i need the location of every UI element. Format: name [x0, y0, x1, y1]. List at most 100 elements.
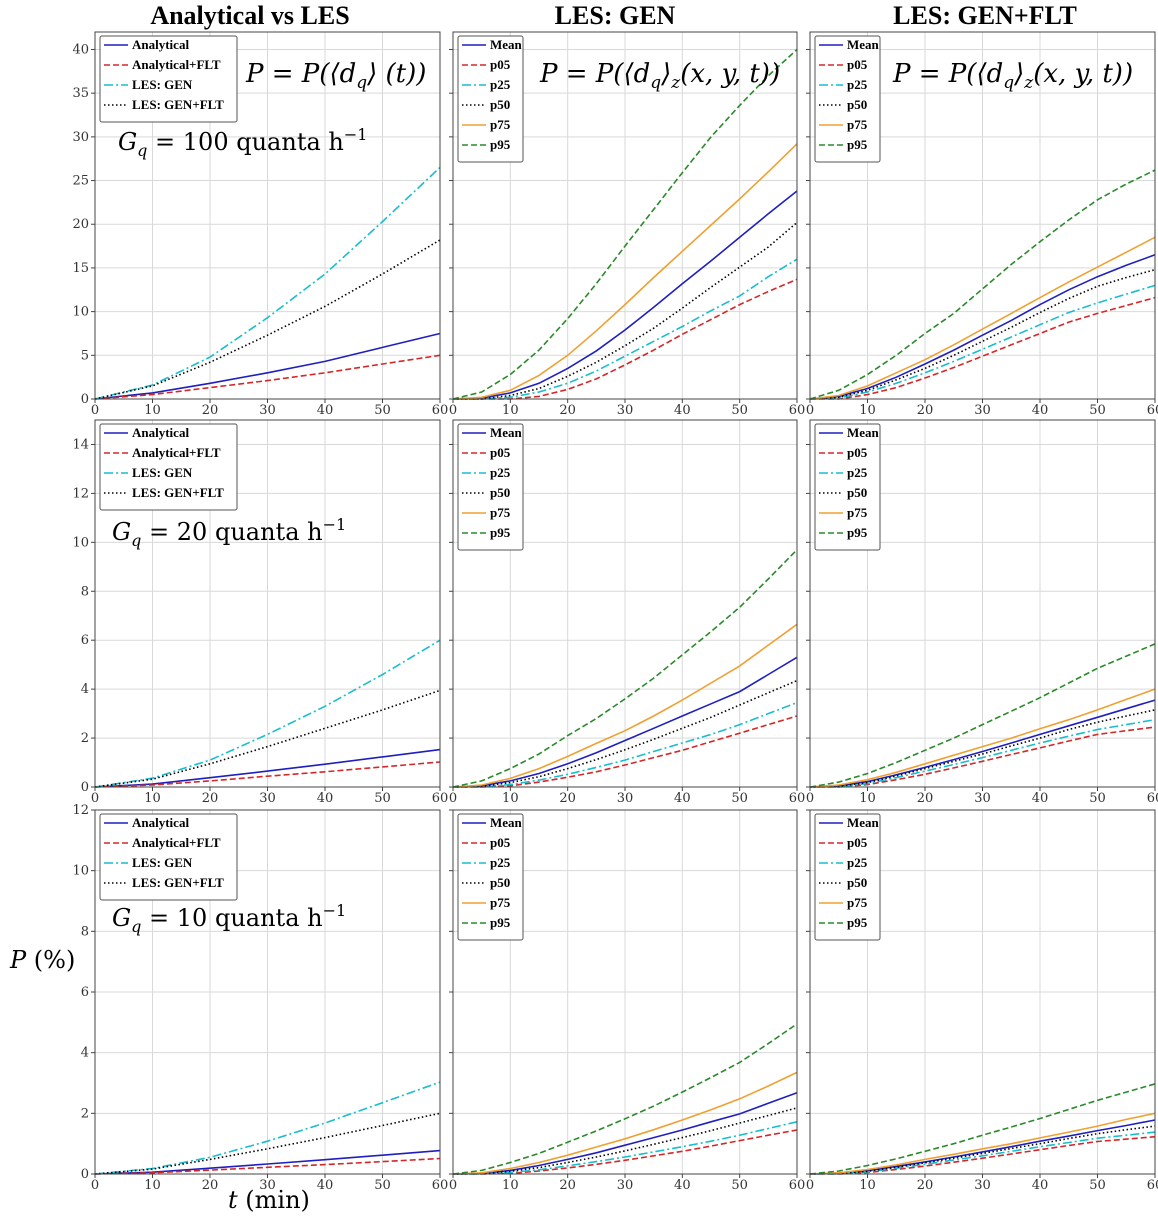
y-tick-label: 10: [72, 305, 89, 320]
series-p95: [809, 1083, 1156, 1175]
series-p95: [452, 549, 798, 788]
legend-label-les-gen-flt: LES: GEN+FLT: [132, 97, 224, 112]
legend-label-p05: p05: [490, 445, 511, 460]
x-tick-label: 60: [432, 403, 449, 418]
x-tick-label: 50: [374, 791, 391, 806]
series-p75: [452, 143, 798, 400]
legend-box: [457, 35, 524, 163]
legend-label-p95: p95: [847, 137, 868, 152]
y-tick-label: 0: [81, 1167, 89, 1182]
series-analytical-flt: [94, 1157, 441, 1175]
series-p95: [809, 169, 1156, 400]
x-tick-label: 40: [317, 1178, 334, 1193]
x-tick-label: 10: [144, 1178, 161, 1193]
legend-label-les-gen: LES: GEN: [132, 855, 193, 870]
legend-label-p95: p95: [490, 915, 511, 930]
legend: Mean p05 p25 p50 p75 p95: [457, 813, 524, 941]
legend-label-les-gen-flt: LES: GEN+FLT: [132, 875, 224, 890]
y-tick-label: 2: [81, 731, 89, 746]
row-label-1: Gq = 20 quanta h−1: [112, 515, 346, 550]
legend-label-mean: Mean: [847, 815, 880, 830]
x-tick-label: 50: [731, 1178, 748, 1193]
row-label-2: Gq = 10 quanta h−1: [112, 901, 346, 936]
panel-r1-c0: 0 10 20 30 40 50 6002468101214AnalyticalAnalyt…: [72, 419, 448, 806]
panel-r2-c0: 0 10 20 30 40 50 60024681012AnalyticalAnalytic…: [72, 803, 448, 1193]
legend-label-p50: p50: [490, 875, 510, 890]
series-p75: [452, 623, 798, 788]
x-tick-label: 0: [449, 1178, 457, 1193]
x-tick-label: 30: [974, 403, 991, 418]
y-axis-var: P: [9, 946, 27, 974]
legend-label-les-gen: LES: GEN: [132, 77, 193, 92]
x-tick-label: 50: [1089, 403, 1106, 418]
series-p25: [453, 258, 798, 400]
panel-r2-c2: 0 10 20 30 40 50 60 Mean p05 p25 p50 p75 p95: [806, 809, 1158, 1193]
x-tick-label: 20: [917, 403, 934, 418]
legend-label-p25: p25: [490, 465, 511, 480]
series-p25: [809, 284, 1156, 400]
panel-r2-c1: 0 10 20 30 40 50 60 Mean p05 p25 p50 p75 p95: [449, 809, 806, 1193]
y-tick-label: 10: [72, 535, 89, 550]
legend: Mean p05 p25 p50 p75 p95: [814, 35, 881, 163]
x-tick-label: 50: [374, 403, 391, 418]
legend: Mean p05 p25 p50 p75 p95: [814, 423, 881, 551]
series-les-gen: [94, 1081, 441, 1175]
legend-label-p95: p95: [847, 525, 868, 540]
legend-label-mean: Mean: [490, 815, 523, 830]
formula-col1: P = P(⟨dq⟩z(x, y, t)): [539, 59, 780, 93]
series-p05: [810, 726, 1156, 788]
legend-label-p75: p75: [490, 895, 511, 910]
y-axis-label: P (%): [9, 946, 75, 974]
series-p50: [452, 1107, 798, 1175]
legend-label-mean: Mean: [490, 37, 523, 52]
series-mean: [809, 254, 1156, 400]
x-axis-label: t (min): [228, 1186, 310, 1214]
x-tick-label: 0: [806, 1178, 814, 1193]
legend-label-analytical: Analytical: [132, 37, 189, 52]
legend-label-p05: p05: [490, 835, 511, 850]
legend-label-analytical-flt: Analytical+FLT: [132, 445, 221, 460]
series-p95: [809, 643, 1156, 788]
x-tick-label: 40: [674, 791, 691, 806]
legend-label-p95: p95: [847, 915, 868, 930]
y-axis-unit: (%): [26, 946, 75, 974]
legend-box: [457, 423, 524, 551]
legend-label-analytical-flt: Analytical+FLT: [132, 835, 221, 850]
x-tick-label: 10: [859, 1178, 876, 1193]
legend-label-p05: p05: [490, 57, 511, 72]
x-tick-label: 10: [502, 791, 519, 806]
series-p05: [453, 1129, 798, 1175]
x-tick-label: 20: [559, 791, 576, 806]
y-tick-label: 2: [81, 1106, 89, 1121]
series-p05: [453, 715, 798, 788]
x-tick-label: 0: [91, 1178, 99, 1193]
series-p50: [452, 679, 798, 788]
x-tick-label: 60: [789, 1178, 806, 1193]
x-tick-label: 30: [974, 1178, 991, 1193]
legend-box: [99, 423, 238, 511]
y-tick-label: 0: [81, 780, 89, 795]
series-les-gen: [94, 166, 441, 400]
x-tick-label: 30: [259, 1178, 276, 1193]
x-tick-label: 10: [502, 1178, 519, 1193]
legend-label-analytical-flt: Analytical+FLT: [132, 57, 221, 72]
legend-label-p75: p75: [847, 117, 868, 132]
legend-label-p05: p05: [847, 445, 868, 460]
series-p25: [453, 701, 798, 788]
series-mean: [809, 699, 1156, 788]
x-tick-label: 30: [259, 403, 276, 418]
series-p95: [452, 1023, 798, 1175]
y-tick-label: 20: [72, 217, 89, 232]
series-les-gen: [94, 639, 441, 788]
x-tick-label: 40: [674, 1178, 691, 1193]
y-tick-label: 12: [72, 803, 89, 818]
legend-label-mean: Mean: [490, 425, 523, 440]
x-tick-label: 10: [859, 403, 876, 418]
series-analytical-flt: [94, 354, 441, 400]
formula-col2: P = P(⟨dq⟩z(x, y, t)): [892, 59, 1133, 93]
y-tick-label: 30: [72, 130, 89, 145]
series-analytical: [94, 748, 441, 788]
series-p25: [453, 1121, 798, 1175]
legend-label-p50: p50: [490, 97, 510, 112]
